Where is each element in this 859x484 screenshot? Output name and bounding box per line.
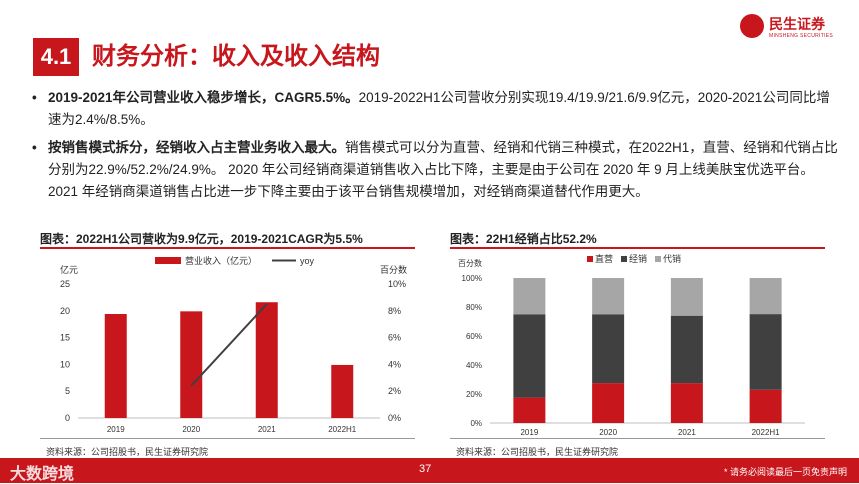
right-axis-tick-label: 10% [388,279,406,289]
revenue-bar [180,311,203,418]
left-axis-tick-label: 25 [60,279,70,289]
stacked-bar-segment [749,278,782,315]
legend-revenue-swatch [155,257,181,264]
x-axis-tick-label: 2022H1 [328,425,357,434]
bullet-item: • 按销售模式拆分，经销收入占主营业务收入最大。销售模式可以分为直营、经销和代销… [30,137,840,203]
channel-mix-chart-title: 图表：22H1经销占比52.2% [450,232,597,246]
y-axis-tick-label: 0% [470,419,482,428]
stacked-bar-segment [592,383,625,423]
x-axis-tick-label: 2021 [258,425,276,434]
left-axis-tick-label: 5 [65,386,70,396]
logo-mark-icon [740,14,764,38]
left-axis-unit: 亿元 [60,264,78,275]
right-axis-unit: 百分数 [380,264,407,275]
revenue-bar [104,314,127,418]
bullet-headline: 按销售模式拆分，经销收入占主营业务收入最大。 [48,140,345,155]
channel-mix-chart-source-rule [450,438,825,439]
x-axis-tick-label: 2021 [678,428,696,437]
x-axis-tick-label: 2019 [107,425,125,434]
logo-subtitle: MINSHENG SECURITIES [769,33,834,39]
y-axis-unit: 百分数 [458,258,482,268]
legend-label: 直营 [595,253,613,264]
revenue-chart-source: 资料来源：公司招股书，民生证券研究院 [46,447,209,457]
revenue-bar [255,302,278,418]
stacked-bar-segment [670,315,703,384]
y-axis-tick-label: 60% [466,332,482,341]
channel-mix-chart-panel: 图表：22H1经销占比52.2% 百分数 直营 经销 代销 0% 20% 40% 60% 80%… [450,230,825,457]
stacked-bar-segment [513,397,546,423]
x-axis-tick-label: 2020 [182,425,200,434]
right-axis-tick-label: 8% [388,306,401,316]
revenue-chart-title: 图表：2022H1公司营收为9.9亿元，2019-2021CAGR为5.5% [40,232,363,246]
channel-mix-chart-source: 资料来源：公司招股书，民生证券研究院 [456,447,619,457]
stacked-bar-segment [670,383,703,423]
right-axis-tick-label: 6% [388,333,401,343]
y-axis-tick-label: 40% [466,361,482,370]
stacked-bar-segment [592,278,625,315]
stacked-bar-segment [749,389,782,423]
left-axis-tick-label: 10 [60,359,70,369]
watermark: 大数跨境 [10,466,75,483]
stacked-bar-segment [513,314,546,398]
revenue-chart-panel: 图表：2022H1公司营收为9.9亿元，2019-2021CAGR为5.5% 营… [40,230,415,457]
section-number-badge: 4.1 [33,38,79,76]
company-logo: 民生证券 MINSHENG SECURITIES [740,14,850,44]
legend-swatch [587,256,593,262]
revenue-chart: 营业收入（亿元） yoy 亿元 百分数 0 5 10 15 20 25 0% 2% 4% 6% 8% 10% 2… [60,255,407,434]
right-axis-tick-label: 4% [388,359,401,369]
right-axis-tick-label: 2% [388,386,401,396]
bullet-body: 2019-2022H1公司营收分别实现19.4/19.9/21.6/9.9亿元，… [48,90,830,127]
x-axis-tick-label: 2020 [599,428,617,437]
stacked-bar-segment [513,278,546,315]
y-axis-tick-label: 20% [466,390,482,399]
left-axis-tick-label: 0 [65,413,70,423]
revenue-bar [331,364,354,418]
legend-swatch [621,256,627,262]
footer-bar: 大数跨境 37 * 请务必阅读最后一页免责声明 [0,458,859,483]
stacked-bar-segment [670,278,703,316]
x-axis-tick-label: 2022H1 [752,428,781,437]
y-axis-tick-label: 80% [466,303,482,312]
yoy-line [190,303,268,387]
right-axis-tick-label: 0% [388,413,401,423]
channel-mix-chart: 百分数 直营 经销 代销 0% 20% 40% 60% 80% 100% 2019 2020 2021 2… [458,253,805,437]
bullet-body: 销售模式可以分为直营、经销和代销三种模式，在2022H1，直营、经销和代销占比分… [48,140,838,199]
logo-name: 民生证券 [769,16,825,32]
y-axis-tick-label: 100% [462,274,482,283]
revenue-chart-title-rule [40,247,415,249]
legend-swatch [655,256,661,262]
legend-revenue-label: 营业收入（亿元） [185,255,257,266]
left-axis-tick-label: 20 [60,306,70,316]
stacked-bar-segment [749,314,782,390]
disclaimer-note: * 请务必阅读最后一页免责声明 [723,467,847,477]
bullet-dot-icon: • [32,90,37,105]
x-axis-tick-label: 2019 [520,428,538,437]
stacked-bar-segment [592,314,625,384]
channel-mix-chart-title-rule [450,247,825,249]
page-title: 财务分析：收入及收入结构 [92,43,380,70]
revenue-chart-source-rule [40,438,415,439]
legend-label: 代销 [663,253,681,264]
bullet-headline: 2019-2021年公司营业收入稳步增长，CAGR5.5%。 [48,90,359,105]
bullet-item: • 2019-2021年公司营业收入稳步增长，CAGR5.5%。2019-202… [30,87,840,131]
page-number: 37 [419,463,432,475]
bullet-list: • 2019-2021年公司营业收入稳步增长，CAGR5.5%。2019-202… [30,87,840,209]
left-axis-tick-label: 15 [60,333,70,343]
legend-label: 经销 [629,253,647,264]
legend-yoy-label: yoy [300,256,315,266]
bullet-dot-icon: • [32,140,37,155]
